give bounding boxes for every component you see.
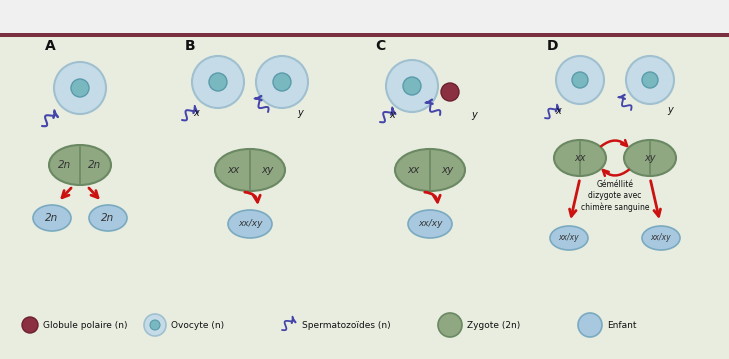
Bar (0, 0, 729, 35)
Circle shape (256, 56, 308, 108)
Circle shape (144, 314, 166, 336)
Text: xx/xy: xx/xy (558, 233, 580, 242)
Text: x: x (555, 106, 561, 116)
Ellipse shape (228, 210, 272, 238)
Ellipse shape (624, 140, 676, 176)
Circle shape (438, 313, 462, 337)
Text: D: D (547, 39, 558, 53)
Text: Zygote (2n): Zygote (2n) (467, 321, 521, 330)
Ellipse shape (642, 226, 680, 250)
Text: Géméllité
dizygote avec
chimère sanguine: Géméllité dizygote avec chimère sanguine (581, 180, 650, 212)
Text: 2n: 2n (101, 213, 114, 223)
Circle shape (22, 317, 38, 333)
Circle shape (572, 72, 588, 88)
Bar (0, 297, 729, 359)
Text: y: y (471, 110, 477, 120)
Circle shape (403, 77, 421, 95)
Text: xx/xy: xx/xy (418, 219, 443, 228)
Text: xx/xy: xx/xy (238, 219, 262, 228)
Ellipse shape (395, 149, 465, 191)
Circle shape (150, 320, 160, 330)
Text: B: B (185, 39, 195, 53)
Circle shape (578, 313, 602, 337)
Ellipse shape (49, 145, 111, 185)
Bar (0, 33, 729, 37)
Text: y: y (297, 108, 303, 118)
Text: xx: xx (574, 153, 585, 163)
Circle shape (192, 56, 244, 108)
Text: xx/xy: xx/xy (651, 233, 671, 242)
Circle shape (642, 72, 658, 88)
Text: 2n: 2n (88, 160, 101, 170)
Ellipse shape (550, 226, 588, 250)
Text: xy: xy (261, 165, 273, 175)
Circle shape (386, 60, 438, 112)
Circle shape (273, 73, 291, 91)
Ellipse shape (33, 205, 71, 231)
Circle shape (441, 83, 459, 101)
Text: x: x (193, 108, 199, 118)
Bar (0, 35, 729, 297)
Text: y: y (667, 105, 673, 115)
Circle shape (626, 56, 674, 104)
Text: x: x (389, 110, 395, 120)
Text: xy: xy (441, 165, 453, 175)
Text: Globule polaire (n): Globule polaire (n) (43, 321, 128, 330)
Text: 2n: 2n (45, 213, 58, 223)
Text: 2n: 2n (58, 160, 71, 170)
Circle shape (54, 62, 106, 114)
Text: A: A (45, 39, 55, 53)
Text: xx: xx (227, 165, 239, 175)
Circle shape (71, 79, 89, 97)
Ellipse shape (89, 205, 127, 231)
Text: xy: xy (644, 153, 656, 163)
Ellipse shape (215, 149, 285, 191)
Ellipse shape (408, 210, 452, 238)
Text: C: C (375, 39, 385, 53)
Text: Spermatozoïdes (n): Spermatozoïdes (n) (302, 321, 391, 330)
Circle shape (556, 56, 604, 104)
Circle shape (209, 73, 227, 91)
Text: xx: xx (407, 165, 419, 175)
Ellipse shape (554, 140, 606, 176)
Text: Ovocyte (n): Ovocyte (n) (171, 321, 224, 330)
Text: Enfant: Enfant (607, 321, 636, 330)
